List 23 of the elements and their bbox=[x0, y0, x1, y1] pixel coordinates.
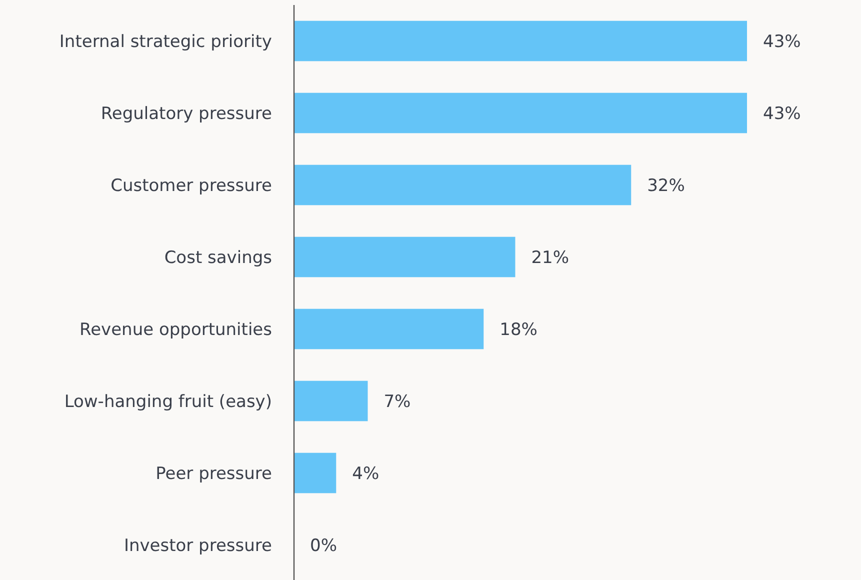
bar bbox=[294, 308, 484, 350]
bar bbox=[294, 236, 516, 278]
bar bbox=[294, 20, 747, 62]
y-tick-label: Peer pressure bbox=[156, 464, 272, 484]
bar bbox=[294, 380, 368, 422]
data-label: 0% bbox=[310, 536, 337, 556]
y-tick-label: Internal strategic priority bbox=[59, 32, 272, 52]
data-label: 21% bbox=[531, 248, 570, 268]
y-tick-label: Customer pressure bbox=[110, 176, 272, 196]
data-label: 18% bbox=[500, 320, 538, 340]
bar bbox=[294, 164, 632, 206]
y-tick-label: Investor pressure bbox=[124, 536, 272, 556]
data-label: 43% bbox=[763, 104, 801, 124]
y-tick-label: Revenue opportunities bbox=[80, 320, 272, 340]
data-label: 4% bbox=[352, 464, 380, 484]
data-label: 7% bbox=[384, 392, 411, 412]
y-tick-label: Cost savings bbox=[164, 248, 272, 268]
data-label: 43% bbox=[763, 32, 801, 52]
bar bbox=[294, 92, 747, 134]
bar bbox=[294, 452, 336, 494]
data-label: 32% bbox=[647, 176, 685, 196]
y-tick-label: Low-hanging fruit (easy) bbox=[64, 392, 272, 412]
y-tick-label: Regulatory pressure bbox=[100, 104, 272, 124]
